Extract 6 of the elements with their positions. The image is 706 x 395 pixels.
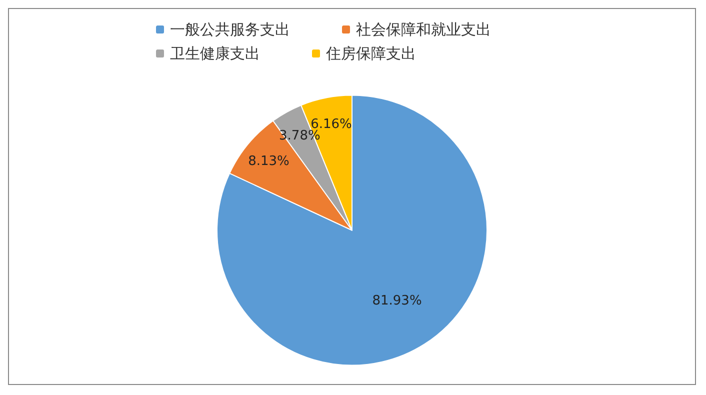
legend-label: 社会保障和就业支出 (356, 20, 491, 38)
data-label: 81.93% (372, 293, 422, 308)
data-label: 8.13% (248, 154, 290, 169)
legend-label: 住房保障支出 (325, 44, 416, 62)
legend-label: 卫生健康支出 (170, 44, 260, 62)
legend-label: 一般公共服务支出 (170, 20, 290, 38)
